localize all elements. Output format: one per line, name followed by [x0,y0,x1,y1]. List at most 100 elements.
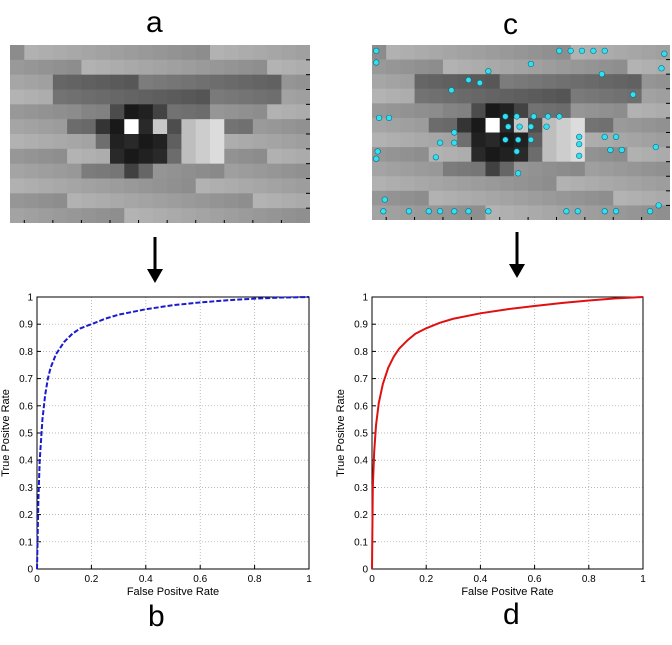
eye-pixel [52,104,68,120]
eye-pixel [138,208,154,223]
eye-highlight [152,119,168,134]
eye-pixel [67,119,83,135]
eye-pixel [224,74,240,91]
y-tick-label: 0.4 [354,456,368,467]
eye-pixel [67,134,83,150]
eye-pixel [81,148,97,165]
eye-pixel [414,74,430,90]
eye-pixel [584,103,600,119]
feature-marker [601,133,608,140]
eye-pixel [81,45,97,61]
eye-pixel [267,193,283,209]
eye-pixel [627,190,643,207]
eye-pixel [542,59,558,75]
y-tick-label: 0 [362,565,368,576]
eye-pixel [267,45,283,61]
eye-pixel [67,104,83,120]
feature-marker [607,146,614,154]
eye-pixel [471,190,487,207]
eye-pixel [238,104,254,120]
y-tick-label: 0.4 [19,456,33,467]
y-tick-label: 0.8 [354,347,368,358]
eye-pixel [584,205,600,220]
y-tick-label: 0.7 [19,374,33,385]
eye-pixel [38,134,54,150]
eye-pixel [67,178,83,194]
eye-pixel [570,161,586,177]
arrow-down-icon [143,235,167,285]
eye-pixel [110,163,125,180]
eye-pixel [124,163,140,180]
eye-pixel [556,117,572,134]
eye-pixel [52,74,68,91]
eye-pixel [295,119,310,135]
eye-pixel [110,193,125,209]
eye-pixel [428,74,444,90]
eye-pixel [528,190,543,207]
eye-pixel [67,59,83,76]
eye-pixel [224,89,240,105]
eye-pixel [457,117,472,134]
eye-pixel [181,134,197,150]
eye-pixel [556,176,572,192]
y-tick-label: 0.1 [354,537,368,548]
eye-pixel [10,89,25,105]
eye-pixel [513,132,529,148]
eye-pixel [457,45,472,61]
eye-pixel [24,148,40,165]
eye-pixel [599,59,614,75]
feature-marker [630,91,637,98]
eye-pixel [95,208,111,223]
eye-pixel [599,176,614,192]
eye-pixel [400,88,416,104]
eye-pixel [238,59,254,76]
feature-marker [544,113,552,120]
eye-pixel [124,178,140,194]
eye-pixel [238,119,254,135]
eye-pixel [528,147,543,163]
eye-pixel [499,205,515,220]
eye-pixel [24,193,40,209]
eye-pixel [428,117,444,134]
eye-pixel [167,104,183,120]
eye-pixel [295,59,310,76]
eye-pixel [584,161,600,177]
eye-pixel [386,176,401,192]
eye-pixel [457,59,472,75]
eye-pixel [428,176,444,192]
eye-pixel [386,132,401,148]
eye-pixel [513,176,529,192]
eye-pixel [442,74,458,90]
eye-pixel [641,190,657,207]
eye-pixel [138,119,154,135]
eye-pixel [570,117,586,134]
eye-pixel [181,59,197,76]
eye-pixel [138,134,154,150]
eye-pixel [224,59,240,76]
y-tick-label: 0.6 [19,401,33,412]
eye-pixel [224,134,240,150]
panel-label-c: c [503,8,518,41]
eye-pixel [400,147,416,163]
eye-pixel [267,89,283,105]
eye-pixel [67,208,83,223]
eye-pixel [281,104,297,120]
eye-pixel [24,208,40,223]
eye-pixel [238,193,254,209]
eye-pixel [152,89,168,105]
eye-pixel [24,59,40,76]
eye-pixel [372,161,387,177]
eye-pixel [499,88,515,104]
eye-pixel [124,59,140,76]
eye-pixel [556,88,572,104]
eye-pixel [528,45,543,61]
eye-pixel [195,208,211,223]
eye-pixel [81,59,97,76]
feature-marker [527,136,535,143]
eye-pixel [252,74,268,91]
eye-pixel [152,134,168,150]
eye-pixel [95,134,111,150]
eye-pixel [52,59,68,76]
eye-pixel [400,45,416,61]
eye-pixel [542,88,558,104]
